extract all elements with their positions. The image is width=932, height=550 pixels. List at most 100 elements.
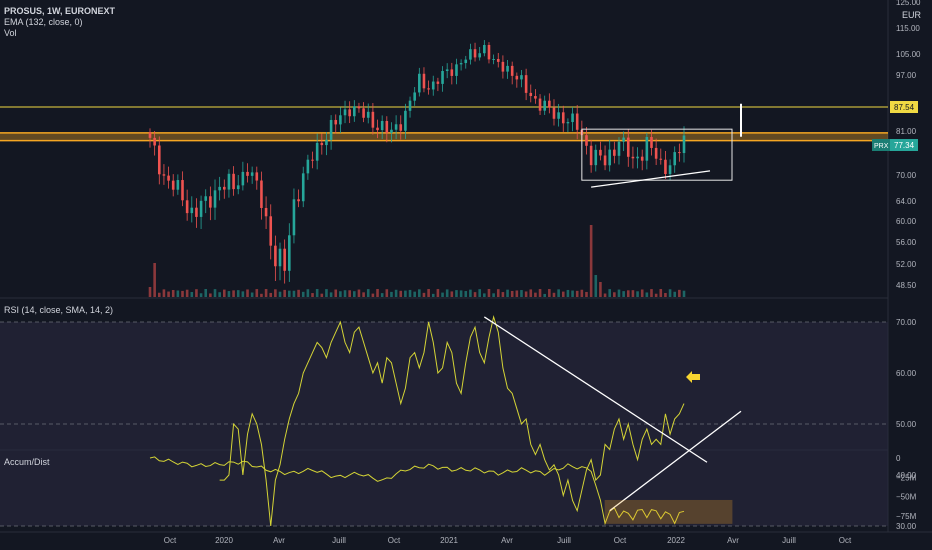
volume-bar <box>204 289 208 297</box>
candle-body <box>218 186 221 191</box>
candle-body <box>260 180 263 208</box>
candle-body <box>362 108 365 118</box>
candle-body <box>478 53 481 58</box>
price-tick-label: 56.00 <box>896 238 917 247</box>
volume-bar <box>269 292 273 297</box>
ema-label: EMA (132, close, 0) <box>4 17 83 27</box>
candle-body <box>357 106 361 109</box>
volume-bar <box>306 289 310 297</box>
candle-body <box>250 172 254 176</box>
volume-bar <box>478 289 481 297</box>
rsi-tick-label: 50.00 <box>896 420 917 429</box>
volume-bar <box>325 289 328 297</box>
candle-body <box>288 235 291 271</box>
time-tick-label: Oct <box>388 536 401 545</box>
volume-bar <box>571 290 574 297</box>
volume-bar <box>376 289 379 297</box>
volume-bar <box>329 292 333 297</box>
volume-bar <box>459 290 463 297</box>
candle-body <box>622 137 625 142</box>
candle-body <box>524 75 528 93</box>
volume-bar <box>594 275 598 297</box>
candle-body <box>645 136 649 161</box>
volume-bar <box>339 291 342 297</box>
candle-body <box>617 141 621 156</box>
volume-bar <box>668 289 672 297</box>
candle-body <box>589 145 593 166</box>
volume-bar <box>645 292 649 297</box>
volume-bar <box>148 287 152 297</box>
volume-bar <box>640 289 644 297</box>
candle-body <box>585 135 588 146</box>
candle-body <box>148 132 152 138</box>
price-support-trendline <box>591 170 711 188</box>
candle-body <box>297 199 300 202</box>
candle-body <box>311 159 314 161</box>
candle-body <box>176 180 180 190</box>
current-price-tag <box>890 139 918 151</box>
candle-body <box>204 196 208 201</box>
volume-bar <box>501 292 505 297</box>
volume-bar <box>162 289 166 297</box>
candle-body <box>153 137 156 146</box>
candle-body <box>181 180 184 201</box>
candle-body <box>199 200 203 217</box>
candle-body <box>566 122 570 124</box>
price-tick-label: 48.50 <box>896 281 917 290</box>
volume-bar <box>213 289 217 297</box>
candle-body <box>496 58 500 62</box>
rsi-tick-label: 60.00 <box>896 369 917 378</box>
volume-bar <box>181 290 184 297</box>
volume-bar <box>250 292 254 297</box>
candle-body <box>209 196 212 208</box>
candle-body <box>534 96 537 99</box>
ad-tick-label: 0 <box>896 454 901 463</box>
candle-body <box>441 70 444 84</box>
candle-body <box>673 152 677 166</box>
volume-bar <box>380 293 384 297</box>
volume-bar <box>390 291 393 297</box>
volume-bar <box>320 293 324 297</box>
volume-bar <box>283 289 286 297</box>
volume-bar <box>673 291 677 297</box>
candle-body <box>422 73 426 89</box>
candle-body <box>366 111 370 118</box>
volume-bar <box>288 290 291 297</box>
volume-bar <box>232 290 235 297</box>
candle-body <box>603 155 607 166</box>
volume-bar <box>492 293 495 297</box>
candle-body <box>418 73 421 93</box>
volume-bar <box>664 292 667 297</box>
breakout-arrow <box>686 371 700 383</box>
volume-bar <box>241 291 245 297</box>
price-tick-label: 105.00 <box>896 50 921 59</box>
volume-bar <box>353 291 356 297</box>
rsi-tick-label: 40.00 <box>896 471 917 480</box>
volume-bar <box>608 289 612 297</box>
volume-bar <box>520 290 523 297</box>
volume-bar <box>631 290 635 297</box>
candle-body <box>413 92 416 101</box>
candle-body <box>450 69 454 76</box>
volume-bar <box>362 292 365 297</box>
candle-body <box>339 115 342 125</box>
candle-body <box>334 119 338 125</box>
candle-body <box>599 149 602 156</box>
time-tick-label: 2022 <box>667 536 685 545</box>
candle-body <box>668 165 672 175</box>
candle-body <box>343 109 347 116</box>
candle-body <box>241 171 245 186</box>
candle-body <box>575 113 579 130</box>
volume-bar <box>622 291 625 297</box>
volume-bar <box>199 293 203 297</box>
volume-bar <box>599 282 602 297</box>
volume-bar <box>636 291 639 297</box>
candle-body <box>325 139 328 146</box>
volume-bar <box>311 293 314 297</box>
candle-body <box>195 207 198 217</box>
volume-bar <box>190 292 194 297</box>
candle-body <box>445 69 449 71</box>
volume-bar <box>548 289 551 297</box>
price-tick-label: 64.00 <box>896 197 917 206</box>
